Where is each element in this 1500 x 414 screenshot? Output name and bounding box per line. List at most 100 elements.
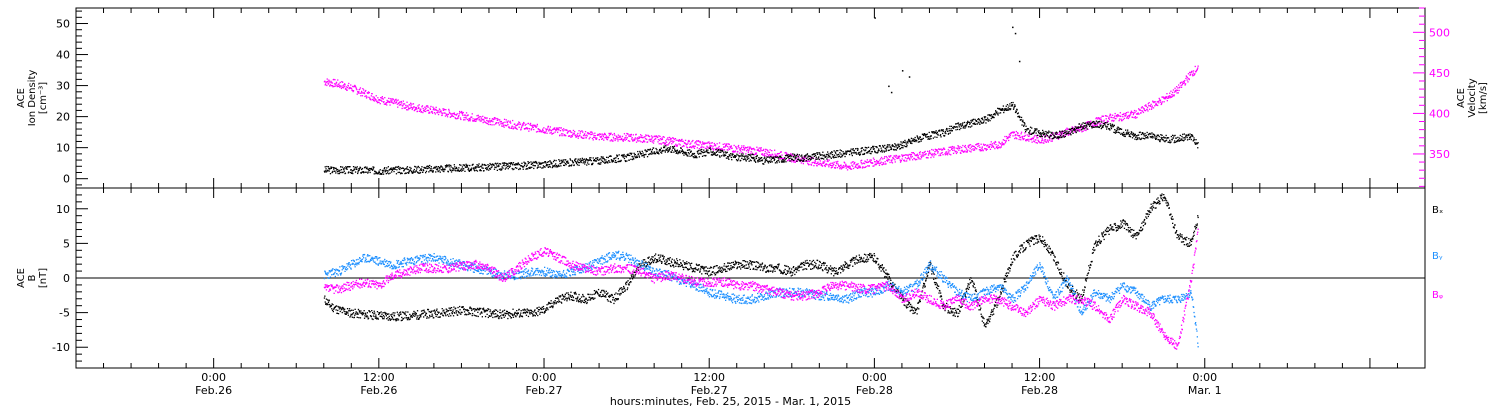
data-point (916, 159, 917, 160)
data-point (476, 170, 477, 171)
data-point (862, 166, 863, 167)
data-point (515, 164, 516, 165)
data-point (1124, 118, 1125, 119)
data-point (1124, 134, 1125, 135)
data-point (934, 136, 935, 137)
data-point (527, 128, 528, 129)
data-point (605, 137, 606, 138)
data-point (327, 304, 328, 305)
data-point (364, 318, 365, 319)
data-point (437, 168, 438, 169)
data-point (962, 122, 963, 123)
data-point (1119, 132, 1120, 133)
data-point (804, 159, 805, 160)
data-point (498, 318, 499, 319)
data-point (396, 100, 397, 101)
data-point (608, 157, 609, 158)
data-point (554, 127, 555, 128)
data-point (1059, 132, 1060, 133)
data-point (1040, 132, 1041, 133)
data-point (496, 122, 497, 123)
data-point (695, 146, 696, 147)
data-point (401, 102, 402, 103)
data-point (1140, 110, 1141, 111)
data-point (570, 131, 571, 132)
data-point (370, 99, 371, 100)
data-point (1000, 147, 1001, 148)
data-point (937, 152, 938, 153)
data-point (1167, 100, 1168, 101)
data-point (413, 106, 414, 107)
data-point (851, 162, 852, 163)
data-point (465, 115, 466, 116)
data-point (378, 102, 379, 103)
data-point (705, 148, 706, 149)
data-point (940, 134, 941, 135)
data-point (1041, 133, 1042, 134)
data-point (1070, 134, 1071, 135)
data-point (927, 157, 928, 158)
data-point (438, 312, 439, 313)
data-point (793, 157, 794, 158)
data-point (828, 164, 829, 165)
data-point (1134, 134, 1135, 135)
data-point (761, 157, 762, 158)
data-point (1151, 132, 1152, 133)
data-point (354, 315, 355, 316)
data-point (567, 161, 568, 162)
data-point (842, 151, 843, 152)
data-point (557, 128, 558, 129)
data-point (944, 153, 945, 154)
data-point (408, 169, 409, 170)
data-point (429, 112, 430, 113)
data-point (1005, 142, 1006, 143)
data-point (1093, 127, 1094, 128)
data-point (498, 122, 499, 123)
data-point (425, 314, 426, 315)
data-point (383, 101, 384, 102)
data-point (364, 172, 365, 173)
data-point (488, 121, 489, 122)
data-point (614, 158, 615, 159)
data-point (869, 165, 870, 166)
data-point (751, 160, 752, 161)
data-point (1034, 136, 1035, 137)
data-point (479, 166, 480, 167)
data-point (1145, 104, 1146, 105)
data-point (340, 172, 341, 173)
data-point (405, 168, 406, 169)
data-point (391, 168, 392, 169)
data-point (904, 142, 905, 143)
data-point (1008, 140, 1009, 141)
data-point (810, 159, 811, 160)
data-point (968, 126, 969, 127)
data-point (900, 144, 901, 145)
data-point (628, 155, 629, 156)
data-point (829, 156, 830, 157)
data-point (491, 120, 492, 121)
data-point (646, 139, 647, 140)
data-point (334, 83, 335, 84)
data-point (802, 158, 803, 159)
data-point (1127, 130, 1128, 131)
data-point (1142, 133, 1143, 134)
data-point (359, 312, 360, 313)
data-point (729, 144, 730, 145)
data-point (472, 164, 473, 165)
data-point (1127, 112, 1128, 113)
data-point (947, 128, 948, 129)
data-point (1019, 116, 1020, 117)
data-point (1165, 137, 1166, 138)
data-point (441, 313, 442, 314)
data-point (578, 159, 579, 160)
data-point (1089, 122, 1090, 123)
data-point (454, 166, 455, 167)
data-point (1027, 134, 1028, 135)
data-point (1006, 140, 1007, 141)
data-point (528, 316, 529, 317)
data-point (903, 155, 904, 156)
data-point (897, 147, 898, 148)
data-point (376, 101, 377, 102)
data-point (712, 151, 713, 152)
data-point (788, 156, 789, 157)
